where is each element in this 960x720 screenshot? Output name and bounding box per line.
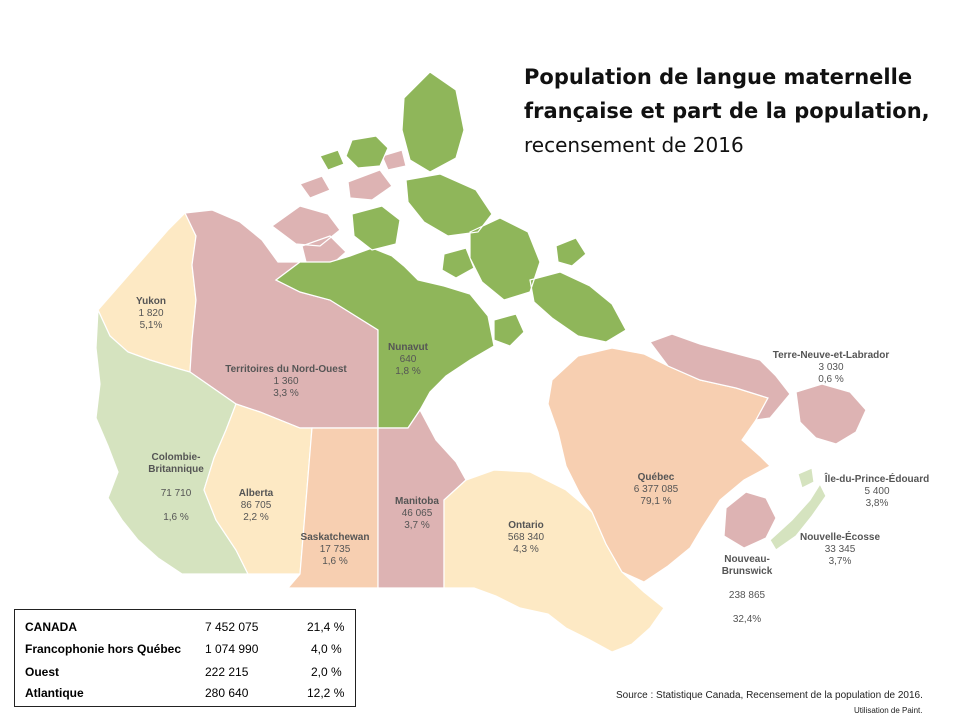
region-name: Terre-Neuve-et-Labrador — [772, 350, 890, 361]
region-name: Nunavut — [388, 342, 428, 353]
region-population: 86 705 — [240, 500, 272, 511]
region-name: Saskatchewan — [300, 532, 370, 543]
summary-label: Ouest — [25, 665, 60, 679]
summary-share: 12,2 % — [307, 686, 345, 700]
region-population: 3 030 — [818, 362, 844, 373]
label-saskatchewan: Saskatchewan 17 735 1,6 % — [292, 532, 378, 568]
region-population: 46 065 — [401, 508, 433, 519]
summary-share: 4,0 % — [311, 642, 342, 656]
region-name: Québec — [637, 472, 675, 483]
region-share: 4,3 % — [513, 544, 539, 555]
region-share: 1,6 % — [163, 512, 189, 523]
summary-label: Atlantique — [25, 686, 84, 700]
summary-row: Atlantique 280 640 12,2 % — [15, 686, 355, 706]
label-nunavut: Nunavut 640 1,8 % — [378, 342, 438, 378]
label-quebec: Québec 6 377 085 79,1 % — [618, 472, 694, 508]
summary-table: CANADA 7 452 075 21,4 % Francophonie hor… — [14, 609, 356, 707]
summary-label: CANADA — [25, 620, 77, 634]
region-population: 1 820 — [138, 308, 164, 319]
region-share: 3,8% — [865, 498, 889, 509]
region-population: 33 345 — [824, 544, 856, 555]
region-population: 5 400 — [864, 486, 890, 497]
region-name: Territoires du Nord-Ouest — [225, 364, 347, 375]
region-name: Île-du-Prince-Édouard — [824, 474, 930, 485]
region-share: 79,1 % — [640, 496, 672, 507]
source-note: Source : Statistique Canada, Recensement… — [616, 690, 923, 701]
region-ile-du-prince-edouard — [797, 467, 815, 489]
label-manitoba: Manitoba 46 065 3,7 % — [384, 496, 450, 532]
region-name: Ontario — [508, 520, 544, 531]
region-population: 568 340 — [507, 532, 545, 543]
region-share: 3,7% — [828, 556, 852, 567]
summary-population: 7 452 075 — [205, 620, 259, 634]
summary-share: 2,0 % — [311, 665, 342, 679]
region-share: 2,2 % — [243, 512, 269, 523]
region-name: Alberta — [238, 488, 274, 499]
region-nwt-islands — [270, 149, 407, 267]
label-territoires-du-nord-ouest: Territoires du Nord-Ouest 1 360 3,3 % — [206, 364, 366, 400]
title-line-2: française et part de la population, — [524, 99, 930, 123]
region-terre-neuve — [795, 383, 867, 445]
region-population: 17 735 — [319, 544, 351, 555]
summary-row: Francophonie hors Québec 1 074 990 4,0 % — [15, 642, 355, 662]
region-population: 1 360 — [273, 376, 299, 387]
region-population: 71 710 — [160, 488, 192, 499]
label-alberta: Alberta 86 705 2,2 % — [228, 488, 284, 524]
map-title: Population de langue maternelle français… — [524, 60, 930, 162]
label-terre-neuve-et-labrador: Terre-Neuve-et-Labrador 3 030 0,6 % — [760, 350, 902, 386]
region-population: 6 377 085 — [633, 484, 679, 495]
summary-share: 21,4 % — [307, 620, 345, 634]
region-share: 3,7 % — [404, 520, 430, 531]
region-name: Colombie- Britannique — [148, 452, 204, 475]
region-nouvelle-ecosse — [769, 482, 827, 551]
credit-note: Utilisation de Paint. — [854, 706, 923, 715]
region-share: 3,3 % — [273, 388, 299, 399]
title-line-1: Population de langue maternelle — [524, 65, 913, 89]
summary-population: 280 640 — [205, 686, 249, 700]
region-share: 5,1% — [139, 320, 163, 331]
region-share: 1,8 % — [395, 366, 421, 377]
region-population: 640 — [399, 354, 417, 365]
region-labrador — [649, 333, 791, 421]
region-name: Nouvelle-Écosse — [799, 532, 881, 543]
region-ontario — [443, 469, 665, 653]
region-nouveau-brunswick — [723, 491, 777, 549]
summary-row: Ouest 222 215 2,0 % — [15, 665, 355, 685]
region-alberta — [203, 403, 313, 575]
region-saskatchewan — [286, 427, 379, 589]
region-name: Yukon — [135, 296, 166, 307]
label-colombie-britannique: Colombie- Britannique 71 710 1,6 % — [136, 440, 216, 536]
region-name: Nouveau- Brunswick — [721, 554, 773, 577]
region-nunavut-islands — [319, 71, 627, 347]
label-ile-du-prince-edouard: Île-du-Prince-Édouard 5 400 3,8% — [812, 474, 942, 510]
label-ontario: Ontario 568 340 4,3 % — [496, 520, 556, 556]
region-share: 1,6 % — [322, 556, 348, 567]
title-line-3: recensement de 2016 — [524, 133, 744, 157]
summary-label: Francophonie hors Québec — [25, 642, 182, 656]
label-nouveau-brunswick: Nouveau- Brunswick 238 865 32,4% — [714, 542, 780, 638]
region-population: 238 865 — [728, 590, 766, 601]
region-share: 0,6 % — [818, 374, 844, 385]
label-yukon: Yukon 1 820 5,1% — [128, 296, 174, 332]
summary-population: 222 215 — [205, 665, 249, 679]
summary-row: CANADA 7 452 075 21,4 % — [15, 620, 355, 640]
region-share: 32,4% — [732, 614, 762, 625]
label-nouvelle-ecosse: Nouvelle-Écosse 33 345 3,7% — [788, 532, 892, 568]
region-nunavut — [274, 247, 495, 429]
region-name: Manitoba — [395, 496, 439, 507]
summary-population: 1 074 990 — [205, 642, 259, 656]
